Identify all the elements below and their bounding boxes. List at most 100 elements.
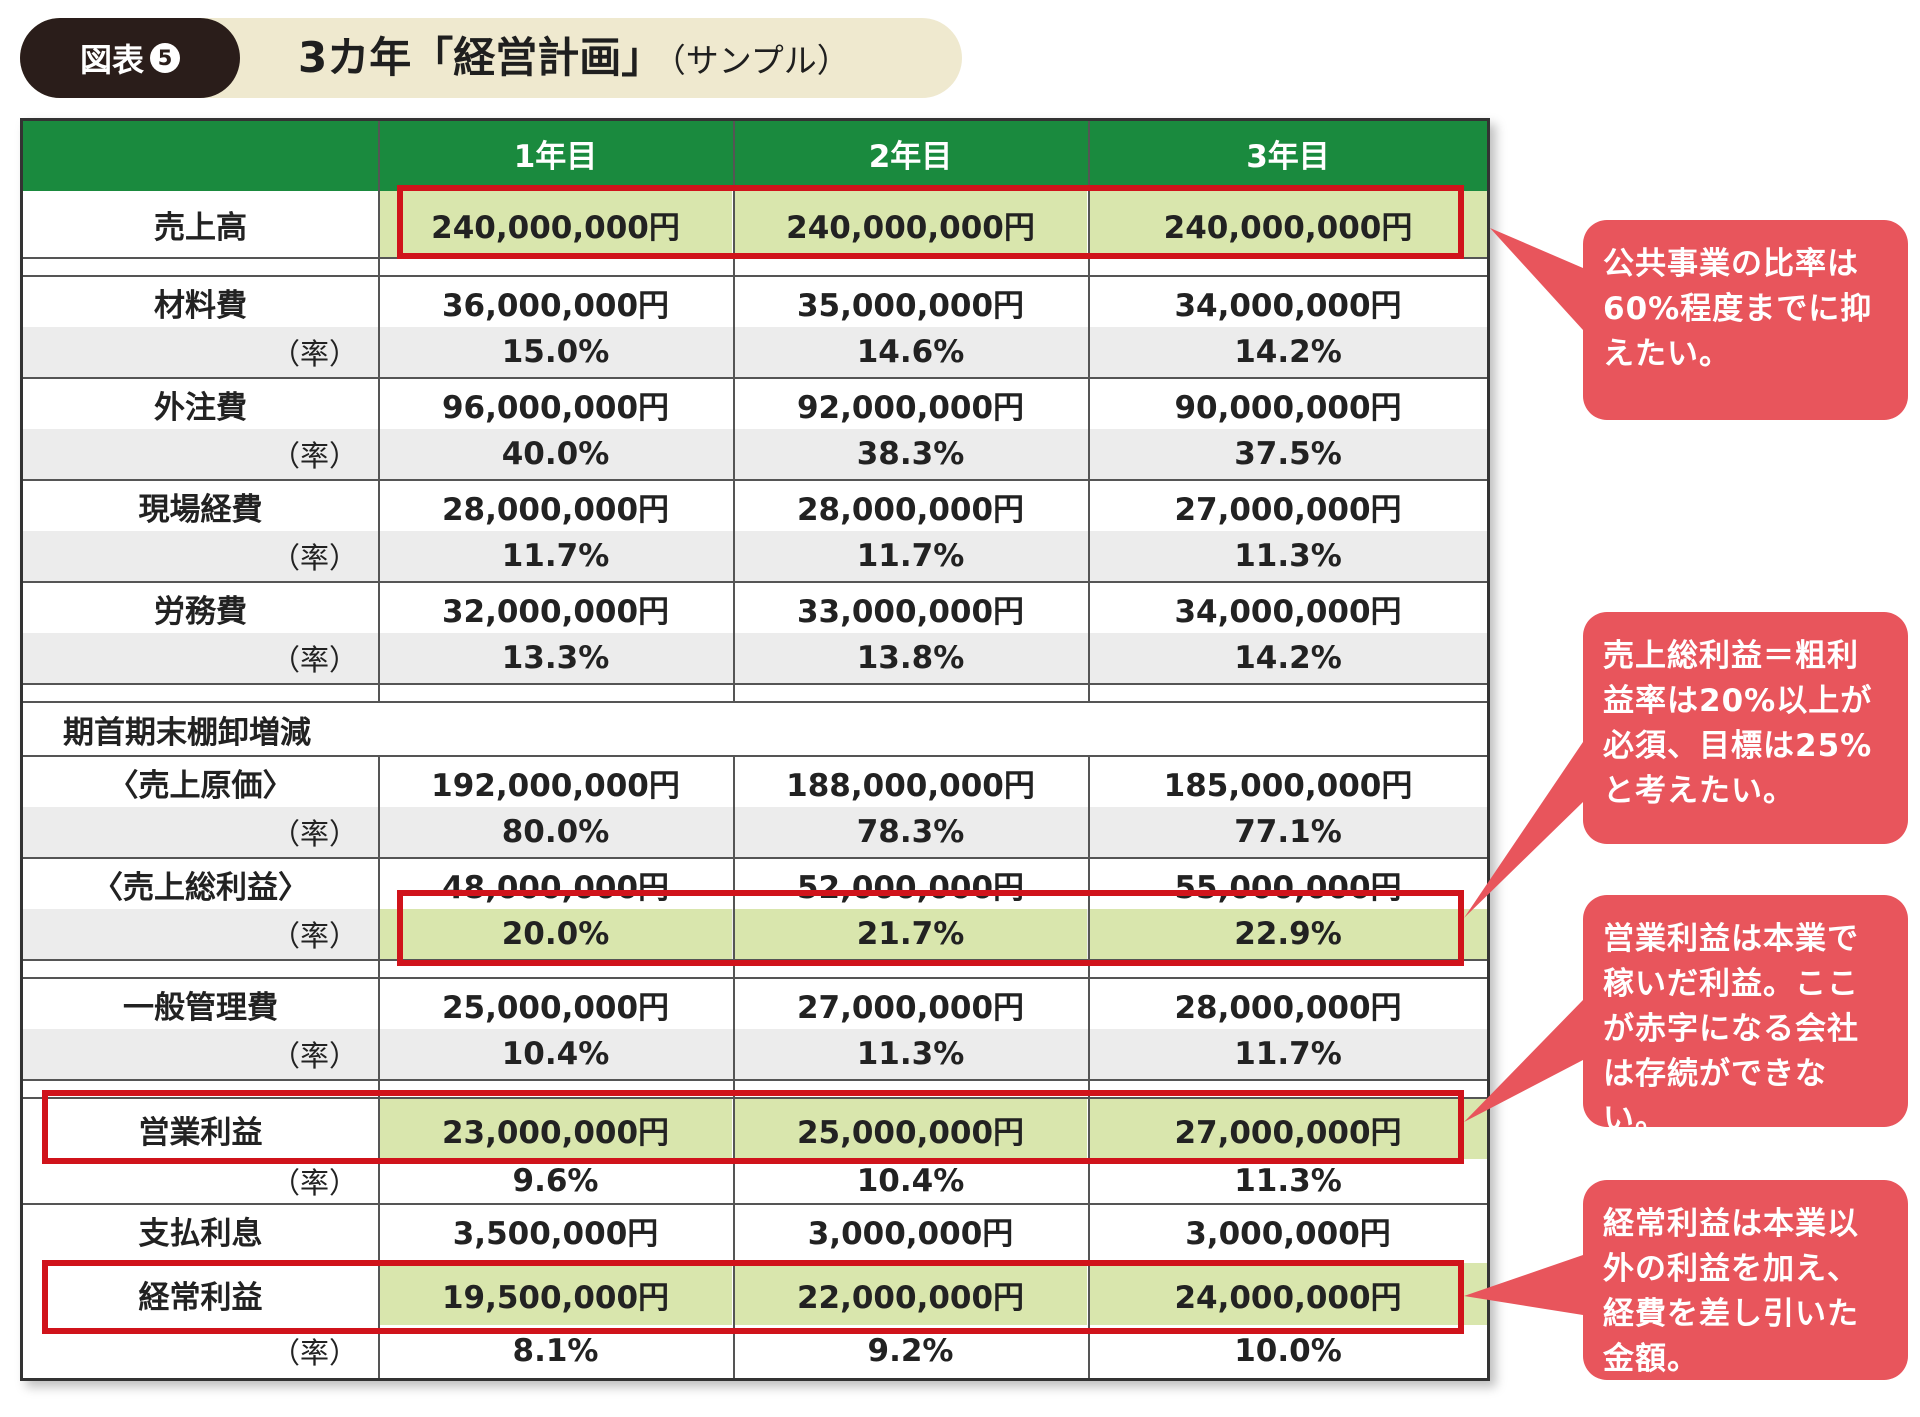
value-cell: 240,000,000円	[734, 191, 1087, 257]
value-cell: 92,000,000円	[796, 389, 1025, 426]
value-cell: 23,000,000円	[379, 1099, 732, 1159]
callout-tail-2	[1464, 742, 1583, 918]
title-text: 3カ年「経営計画」	[298, 33, 664, 82]
rate-label: （率）	[270, 1039, 358, 1073]
row-label: 一般管理費	[123, 989, 278, 1026]
rate-cell: 21.7%	[734, 909, 1087, 959]
table-row-interest: 支払利息 3,500,000円 3,000,000円 3,000,000円	[23, 1205, 1487, 1255]
row-label: 材料費	[154, 287, 247, 324]
rate-cell: 15.0%	[501, 334, 610, 370]
rate-cell: 11.3%	[1234, 1163, 1342, 1199]
value-cell: 22,000,000円	[734, 1263, 1087, 1325]
rate-cell: 37.5%	[1234, 436, 1342, 472]
rate-cell: 77.1%	[1234, 814, 1342, 850]
row-label: 外注費	[154, 389, 247, 426]
row-divider	[23, 581, 1487, 583]
column-header-year2: 2年目	[868, 139, 953, 175]
table-row-admin-rate: （率） 10.4% 11.3% 11.7%	[23, 1029, 1487, 1079]
rate-cell: 14.2%	[1234, 640, 1342, 676]
row-label: 現場経費	[138, 491, 263, 528]
value-cell: 3,000,000円	[807, 1215, 1014, 1252]
rate-cell: 11.7%	[1234, 1036, 1342, 1072]
title-subtitle: （サンプル）	[669, 41, 850, 80]
rate-label: （率）	[270, 337, 358, 371]
table-row-outsourcing: 外注費 96,000,000円 92,000,000円 90,000,000円	[23, 379, 1487, 429]
row-divider	[23, 857, 1487, 859]
value-cell: 48,000,000円	[441, 869, 670, 906]
rate-cell: 14.2%	[1234, 334, 1342, 370]
table-row-ordinary-profit-rate: （率） 8.1% 9.2% 10.0%	[23, 1327, 1487, 1375]
rate-label: （率）	[270, 643, 358, 677]
rate-cell: 9.2%	[867, 1333, 954, 1369]
value-cell: 19,500,000円	[379, 1263, 732, 1325]
value-cell: 52,000,000円	[796, 869, 1025, 906]
value-cell: 28,000,000円	[441, 491, 670, 528]
value-cell: 3,000,000円	[1185, 1215, 1391, 1252]
table-row-sales: 売上高 240,000,000円 240,000,000円 240,000,00…	[23, 191, 1487, 257]
value-cell: 32,000,000円	[441, 593, 670, 630]
rate-cell: 9.6%	[512, 1163, 599, 1199]
rate-cell: 10.0%	[1234, 1333, 1342, 1369]
value-cell: 25,000,000円	[441, 989, 670, 1026]
value-cell: 34,000,000円	[1174, 593, 1402, 630]
table-row-admin: 一般管理費 25,000,000円 27,000,000円 28,000,000…	[23, 979, 1487, 1029]
callout-operating-profit: 営業利益は本業で稼いだ利益。ここが赤字になる会社は存続ができない。	[1583, 895, 1908, 1137]
figure-label-text: 図表	[79, 41, 144, 79]
value-cell: 96,000,000円	[441, 389, 670, 426]
value-cell: 55,000,000円	[1174, 869, 1402, 906]
value-cell: 185,000,000円	[1163, 767, 1413, 804]
row-divider	[23, 683, 1487, 685]
row-label: 労務費	[154, 593, 247, 630]
callout-tail-3	[1464, 1000, 1583, 1122]
rate-label: （率）	[270, 1166, 358, 1200]
row-label: 支払利息	[138, 1215, 263, 1252]
row-divider	[23, 1079, 1487, 1081]
rate-cell: 22.9%	[1089, 909, 1487, 959]
rate-cell: 14.6%	[856, 334, 965, 370]
value-cell: 27,000,000円	[796, 989, 1025, 1026]
column-header-year3: 3年目	[1246, 139, 1330, 175]
table-row-operating-profit-rate: （率） 9.6% 10.4% 11.3%	[23, 1159, 1487, 1203]
rate-cell: 80.0%	[501, 814, 610, 850]
row-divider	[23, 479, 1487, 481]
row-label: 営業利益	[138, 1114, 263, 1151]
rate-label: （率）	[270, 541, 358, 575]
value-cell: 90,000,000円	[1174, 389, 1402, 426]
row-label: 経常利益	[138, 1279, 263, 1316]
rate-label: （率）	[270, 439, 358, 473]
table-row-material-rate: （率） 15.0% 14.6% 14.2%	[23, 327, 1487, 377]
table-row-outsourcing-rate: （率） 40.0% 38.3% 37.5%	[23, 429, 1487, 479]
callout-public-works: 公共事業の比率は60%程度までに抑えたい。	[1583, 220, 1908, 420]
row-label: 期首期末棚卸増減	[63, 714, 311, 751]
table-row-inventory: 期首期末棚卸増減	[23, 703, 1487, 755]
value-cell: 240,000,000円	[1089, 191, 1487, 257]
page-title: 3カ年「経営計画」 （サンプル）	[298, 18, 850, 98]
value-cell: 27,000,000円	[1089, 1099, 1487, 1159]
value-cell: 28,000,000円	[1174, 989, 1402, 1026]
table-header-row: 1年目 2年目 3年目	[23, 121, 1487, 191]
table-row-labor-rate: （率） 13.3% 13.8% 14.2%	[23, 633, 1487, 683]
rate-label: （率）	[270, 919, 358, 953]
row-label: 〈売上原価〉	[107, 767, 294, 804]
value-cell: 27,000,000円	[1174, 491, 1402, 528]
rate-cell: 10.4%	[501, 1036, 610, 1072]
table-row-site-expenses: 現場経費 28,000,000円 28,000,000円 27,000,000円	[23, 481, 1487, 531]
table-row-gross-profit: 〈売上総利益〉 48,000,000円 52,000,000円 55,000,0…	[23, 859, 1487, 909]
table-row-site-expenses-rate: （率） 11.7% 11.7% 11.3%	[23, 531, 1487, 581]
table-row-labor: 労務費 32,000,000円 33,000,000円 34,000,000円	[23, 583, 1487, 633]
value-cell: 188,000,000円	[786, 767, 1035, 804]
rate-cell: 10.4%	[856, 1163, 965, 1199]
figure-number: 5	[150, 43, 180, 73]
callout-tail-1	[1490, 228, 1583, 330]
rate-cell: 11.3%	[856, 1036, 965, 1072]
plan-table: 1年目 2年目 3年目 売上高 240,000,000円 240,000,000…	[20, 118, 1490, 1381]
rate-label: （率）	[270, 817, 358, 851]
rate-cell: 11.3%	[1234, 538, 1342, 574]
row-divider	[23, 1203, 1487, 1205]
row-label: 売上高	[154, 209, 247, 246]
row-label: 〈売上総利益〉	[92, 869, 309, 906]
value-cell: 240,000,000円	[379, 191, 732, 257]
table-row-cost-of-sales: 〈売上原価〉 192,000,000円 188,000,000円 185,000…	[23, 757, 1487, 807]
callout-tail-4	[1464, 1255, 1583, 1315]
value-cell: 3,500,000円	[452, 1215, 659, 1252]
